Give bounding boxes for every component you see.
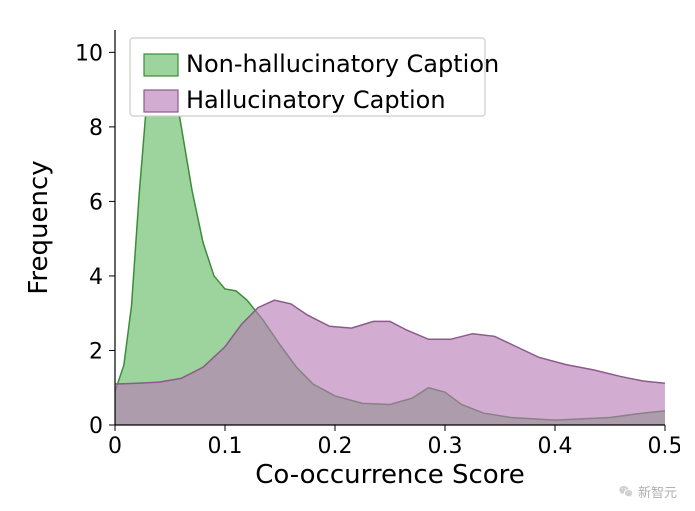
y-tick-label: 0 xyxy=(89,414,103,439)
y-tick-label: 2 xyxy=(89,339,103,364)
x-tick-label: 0.2 xyxy=(318,434,353,459)
density-chart: 0 0.1 0.2 0.3 0.4 0.5 0 2 4 6 8 10 Co-occurrence Sco… xyxy=(10,10,680,490)
watermark: 新智元 xyxy=(618,482,677,501)
legend-swatch xyxy=(144,90,178,112)
chart-svg: 0 0.1 0.2 0.3 0.4 0.5 0 2 4 6 8 10 Co-occurrence Sco… xyxy=(10,10,680,490)
legend-label: Non-hallucinatory Caption xyxy=(186,50,499,78)
x-tick-label: 0.3 xyxy=(428,434,463,459)
y-tick-label: 6 xyxy=(89,190,103,215)
wechat-icon xyxy=(618,484,634,500)
x-tick-label: 0 xyxy=(108,434,122,459)
y-tick-label: 4 xyxy=(89,265,103,290)
x-tick-label: 0.1 xyxy=(208,434,243,459)
x-tick-label: 0.4 xyxy=(538,434,573,459)
x-tick-label: 0.5 xyxy=(648,434,681,459)
y-tick-label: 10 xyxy=(75,41,103,66)
legend-swatch xyxy=(144,54,178,76)
x-axis-label: Co-occurrence Score xyxy=(255,460,525,490)
y-axis-label: Frequency xyxy=(24,160,54,294)
y-tick-label: 8 xyxy=(89,116,103,141)
watermark-text: 新智元 xyxy=(638,482,677,501)
legend-label: Hallucinatory Caption xyxy=(186,86,446,114)
